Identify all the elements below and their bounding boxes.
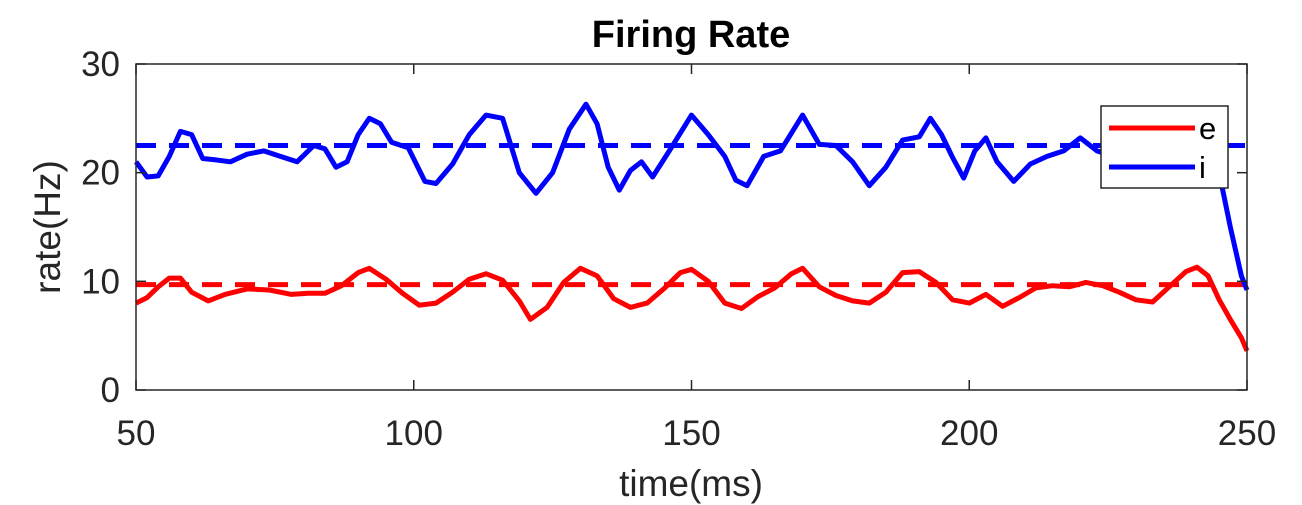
x-tick-label: 100 (385, 414, 443, 453)
x-tick-label: 150 (662, 414, 720, 453)
x-tick-label: 250 (1218, 414, 1276, 453)
y-tick-label: 20 (81, 154, 120, 193)
legend-label-i: i (1199, 150, 1206, 185)
x-axis-label: time(ms) (619, 463, 763, 504)
series-line-e (134, 264, 1250, 352)
x-tick-label: 50 (117, 414, 156, 453)
x-tick-label: 200 (940, 414, 998, 453)
tick-layer: 50 100 150 200 250 0 10 20 30 (81, 45, 1276, 453)
legend-label-e: e (1199, 111, 1216, 146)
chart-title: Firing Rate (592, 14, 790, 56)
series-layer (133, 101, 1250, 352)
legend-box (1100, 105, 1229, 189)
y-axis-label: rate(Hz) (27, 160, 68, 294)
legend: ei (1100, 105, 1229, 189)
y-tick-label: 10 (81, 262, 120, 301)
y-tick-label: 30 (81, 45, 120, 84)
series-line-i (133, 101, 1250, 291)
y-tick-label: 0 (101, 371, 120, 410)
